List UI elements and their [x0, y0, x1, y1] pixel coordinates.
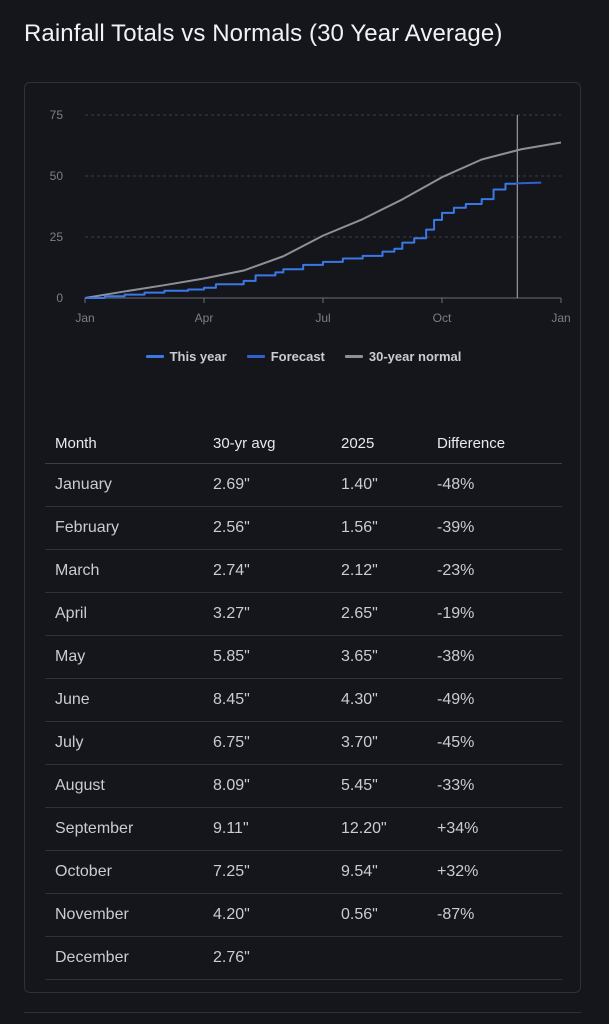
table-row: October 7.25" 9.54" +32% [45, 850, 562, 894]
column-header: Difference [427, 423, 562, 464]
column-header: 30-yr avg [203, 423, 331, 464]
legend-item[interactable]: Forecast [246, 349, 325, 364]
column-header: Month [45, 423, 203, 464]
legend-label: Forecast [270, 349, 325, 364]
table-cell: 5.85" [203, 635, 331, 679]
table-cell: 9.11" [203, 807, 331, 851]
y-tick-label: 0 [56, 291, 63, 305]
table-cell: 8.09" [203, 764, 331, 808]
y-tick-label: 25 [50, 230, 64, 244]
table-cell: 5.45" [331, 764, 427, 808]
table-cell: 1.40" [331, 463, 427, 507]
table-row: April 3.27" 2.65" -19% [45, 592, 562, 636]
table-cell: 3.65" [331, 635, 427, 679]
table-cell: 9.54" [331, 850, 427, 894]
table-cell: -39% [427, 506, 562, 550]
table-cell [331, 936, 427, 980]
table-cell: -33% [427, 764, 562, 808]
table-cell: +34% [427, 807, 562, 851]
table-cell: 2.69" [203, 463, 331, 507]
legend-swatch [145, 355, 164, 358]
table-cell: May [45, 635, 203, 679]
table-row: February 2.56" 1.56" -39% [45, 506, 562, 550]
table-cell: 3.27" [203, 592, 331, 636]
table-cell: -45% [427, 721, 562, 765]
series-line-forecast [516, 181, 542, 185]
table-cell: December [45, 936, 203, 980]
chart-legend: This year Forecast 30-year normal [25, 349, 582, 364]
table-cell: 12.20" [331, 807, 427, 851]
table-cell: 6.75" [203, 721, 331, 765]
table-cell: 2.76" [203, 936, 331, 980]
table-row: December 2.76" [45, 936, 562, 980]
table-body: January 2.69" 1.40" -48% February 2.56" 1.56" -… [45, 463, 562, 980]
x-tick-label: Jan [551, 311, 570, 325]
table-cell [427, 936, 562, 980]
table-cell: 7.25" [203, 850, 331, 894]
table-cell: +32% [427, 850, 562, 894]
legend-item[interactable]: 30-year normal [344, 349, 462, 364]
y-tick-label: 75 [50, 108, 64, 122]
chart-axes: 0 25 50 75 Jan Apr Jul Oct Jan [50, 108, 571, 325]
table-cell: 0.56" [331, 893, 427, 937]
x-tick-label: Oct [433, 311, 452, 325]
table-cell: September [45, 807, 203, 851]
column-header: 2025 [331, 423, 427, 464]
table-row: March 2.74" 2.12" -23% [45, 549, 562, 593]
chart-lines [84, 115, 562, 299]
table-row: September 9.11" 12.20" +34% [45, 807, 562, 851]
series-line-30-year-normal [84, 141, 562, 299]
chart-grid [85, 114, 561, 238]
table-cell: -87% [427, 893, 562, 937]
table-row: January 2.69" 1.40" -48% [45, 463, 562, 507]
table-cell: -19% [427, 592, 562, 636]
chart-card: 0 25 50 75 Jan Apr Jul Oct Jan This year Forecast… [24, 82, 581, 993]
table-cell: -48% [427, 463, 562, 507]
divider [24, 1012, 581, 1013]
table-cell: -38% [427, 635, 562, 679]
legend-swatch [246, 355, 265, 358]
table-row: August 8.09" 5.45" -33% [45, 764, 562, 808]
table-cell: 1.56" [331, 506, 427, 550]
table-cell: 2.12" [331, 549, 427, 593]
table-cell: November [45, 893, 203, 937]
table-cell: 2.65" [331, 592, 427, 636]
rainfall-chart[interactable]: 0 25 50 75 Jan Apr Jul Oct Jan [25, 83, 582, 343]
legend-label: 30-year normal [368, 349, 462, 364]
series-line-this-year [85, 182, 518, 299]
page-title: Rainfall Totals vs Normals (30 Year Aver… [24, 20, 503, 47]
x-tick-label: Apr [195, 311, 214, 325]
table-cell: 2.56" [203, 506, 331, 550]
table-cell: June [45, 678, 203, 722]
table-cell: March [45, 549, 203, 593]
table-cell: February [45, 506, 203, 550]
x-tick-label: Jan [75, 311, 94, 325]
table-cell: 4.30" [331, 678, 427, 722]
table-row: May 5.85" 3.65" -38% [45, 635, 562, 679]
table-cell: April [45, 592, 203, 636]
y-tick-label: 50 [50, 169, 64, 183]
table-row: June 8.45" 4.30" -49% [45, 678, 562, 722]
table-header-row: Month 30-yr avg 2025 Difference [45, 423, 562, 464]
table-cell: 8.45" [203, 678, 331, 722]
legend-item[interactable]: This year [145, 349, 227, 364]
legend-swatch [344, 355, 363, 358]
table-cell: January [45, 463, 203, 507]
table-cell: August [45, 764, 203, 808]
table-cell: October [45, 850, 203, 894]
table-cell: 4.20" [203, 893, 331, 937]
table-cell: -23% [427, 549, 562, 593]
table-row: July 6.75" 3.70" -45% [45, 721, 562, 765]
table-cell: July [45, 721, 203, 765]
table-cell: 2.74" [203, 549, 331, 593]
x-tick-label: Jul [315, 311, 330, 325]
legend-label: This year [169, 349, 227, 364]
table-cell: -49% [427, 678, 562, 722]
table-row: November 4.20" 0.56" -87% [45, 893, 562, 937]
rainfall-table: Month 30-yr avg 2025 Difference January 2.69… [45, 423, 562, 980]
table-cell: 3.70" [331, 721, 427, 765]
